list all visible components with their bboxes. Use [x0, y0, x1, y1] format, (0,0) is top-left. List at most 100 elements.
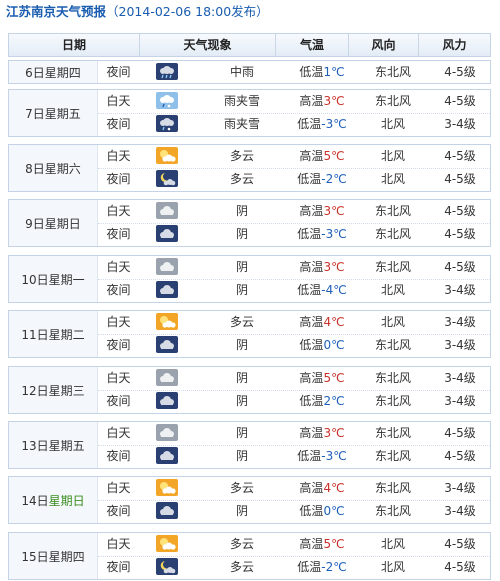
temp-cell: 高温4℃	[286, 311, 358, 334]
weather-desc: 阴	[235, 283, 248, 297]
weather-desc: 阴	[235, 371, 248, 385]
temp-label: 低温	[299, 394, 324, 408]
wind-force: 4-5级	[444, 94, 476, 108]
temp-cell: 低温-2℃	[286, 168, 358, 191]
title-main: 江苏南京天气预报	[6, 4, 107, 19]
temp-cell: 高温5℃	[286, 145, 358, 168]
forecast-row: 夜间 多云 低温-2℃ 北风 4-5级	[98, 556, 490, 579]
wind-direction: 东北风	[374, 371, 411, 385]
wind-force: 4-5级	[444, 449, 476, 463]
day-date: 7日星期五	[25, 106, 81, 121]
temp-label: 低温	[297, 283, 322, 297]
forecast-row: 白天 多云 高温5℃ 北风 4-5级	[98, 145, 490, 169]
period-label: 白天	[106, 315, 131, 329]
day-date-cell: 15日星期四	[9, 533, 98, 579]
wind-direction: 东北风	[374, 504, 411, 518]
period-label: 白天	[106, 94, 131, 108]
temp-label: 高温	[299, 315, 324, 329]
weather-desc: 雨夹雪	[223, 94, 260, 108]
temp-value: 0℃	[323, 504, 345, 518]
temp-value: 0℃	[323, 338, 345, 352]
wind-force: 4-5级	[444, 65, 476, 79]
period-label: 夜间	[106, 117, 131, 131]
temp-label: 高温	[299, 94, 324, 108]
weather-desc: 多云	[229, 172, 254, 186]
wind-direction: 北风	[380, 117, 405, 131]
weather-desc: 阴	[235, 260, 248, 274]
wind-force: 4-5级	[444, 426, 476, 440]
temp-value: 5℃	[323, 149, 345, 163]
wind-direction: 东北风	[374, 65, 411, 79]
night-overcast-icon	[156, 447, 178, 464]
night-partly-cloudy-icon	[156, 170, 178, 187]
wind-direction: 北风	[380, 315, 405, 329]
forecast-row: 夜间 阴 低温-4℃ 北风 3-4级	[98, 279, 490, 302]
day-date-cell: 14日 星期日	[9, 477, 98, 523]
forecast-row: 夜间 阴 低温0℃ 东北风 3-4级	[98, 334, 490, 357]
temp-label: 高温	[299, 260, 324, 274]
temp-value: -3℃	[321, 117, 347, 131]
night-overcast-icon	[156, 502, 178, 519]
wind-direction: 北风	[380, 537, 405, 551]
night-overcast-icon	[156, 392, 178, 409]
forecast-row: 夜间 阴 低温-3℃ 东北风 4-5级	[98, 223, 490, 246]
day-date: 10日星期一	[21, 272, 85, 287]
weather-desc: 阴	[235, 204, 248, 218]
weather-desc: 多云	[229, 481, 254, 495]
day-date: 13日星期五	[21, 438, 85, 453]
day-date: 6日星期四	[25, 65, 81, 80]
table-header: 日期 天气现象 气温 风向 风力	[8, 33, 491, 57]
temp-value: 5℃	[323, 371, 345, 385]
temp-value: 2℃	[323, 394, 345, 408]
temp-value: 1℃	[323, 65, 345, 79]
temp-cell: 低温-2℃	[286, 556, 358, 579]
wind-force: 4-5级	[444, 172, 476, 186]
sleet-icon	[156, 92, 178, 109]
forecast-row: 白天 多云 高温4℃ 北风 3-4级	[98, 311, 490, 335]
wind-force: 3-4级	[444, 394, 476, 408]
temp-label: 低温	[299, 65, 324, 79]
wind-direction: 东北风	[374, 94, 411, 108]
period-label: 夜间	[106, 394, 131, 408]
period-label: 白天	[106, 149, 131, 163]
overcast-icon	[156, 202, 178, 219]
wind-direction: 北风	[380, 283, 405, 297]
temp-value: -3℃	[321, 227, 347, 241]
period-label: 白天	[106, 426, 131, 440]
day-block: 14日 星期日 白天 多云 高温4℃ 东北风 3-4级 夜间阴低温0℃ 东北风 3-4级	[8, 476, 491, 524]
period-label: 白天	[106, 481, 131, 495]
period-label: 夜间	[106, 227, 131, 241]
period-label: 夜间	[106, 65, 131, 79]
night-rain-icon	[156, 63, 178, 80]
weather-desc: 多云	[229, 315, 254, 329]
temp-value: -4℃	[321, 283, 347, 297]
temp-value: 4℃	[323, 315, 345, 329]
wind-direction: 北风	[380, 560, 405, 574]
temp-value: 3℃	[323, 426, 345, 440]
partly-cloudy-icon	[156, 313, 178, 330]
weather-desc: 阴	[235, 426, 248, 440]
temp-cell: 高温5℃	[286, 367, 358, 390]
title-sub: （2014-02-06 18:00发布）	[106, 4, 269, 19]
header-wind-direction: 风向	[349, 34, 419, 56]
day-block: 15日星期四 白天 多云 高温5℃ 北风 4-5级 夜间 多云 低温-2℃ 北风 4-5级	[8, 532, 491, 580]
partly-cloudy-icon	[156, 535, 178, 552]
wind-direction: 东北风	[374, 227, 411, 241]
temp-cell: 低温0℃	[286, 500, 358, 523]
day-date-cell: 11日星期二	[9, 311, 98, 357]
period-label: 夜间	[106, 449, 131, 463]
temp-value: 5℃	[323, 537, 345, 551]
temp-label: 低温	[297, 449, 322, 463]
forecast-row: 白天 阴 高温3℃ 东北风 4-5级	[98, 200, 490, 224]
temp-value: -2℃	[321, 172, 347, 186]
wind-direction: 东北风	[374, 204, 411, 218]
wind-force: 3-4级	[444, 481, 476, 495]
night-overcast-icon	[156, 281, 178, 298]
period-label: 白天	[106, 537, 131, 551]
temp-cell: 高温3℃	[286, 90, 358, 113]
weather-desc: 多云	[229, 149, 254, 163]
forecast-row: 夜间 阴 低温0℃ 东北风 3-4级	[98, 500, 490, 523]
weather-desc: 阴	[235, 227, 248, 241]
temp-label: 低温	[297, 560, 322, 574]
temp-cell: 低温0℃	[286, 334, 358, 357]
